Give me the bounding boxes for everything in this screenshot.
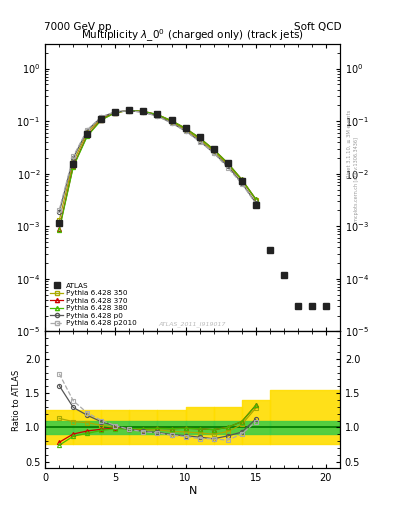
Y-axis label: Ratio to ATLAS: Ratio to ATLAS [12,369,21,431]
ATLAS [113,109,118,115]
Title: Multiplicity $\lambda\_0^0$ (charged only) (track jets): Multiplicity $\lambda\_0^0$ (charged onl… [81,27,304,44]
ATLAS [197,134,202,140]
Text: Rivet 3.1.10, ≥ 3M events: Rivet 3.1.10, ≥ 3M events [347,109,352,178]
X-axis label: N: N [188,486,197,496]
ATLAS [141,108,146,114]
ATLAS [71,161,75,167]
Text: 7000 GeV pp: 7000 GeV pp [44,22,111,32]
ATLAS [239,178,244,184]
ATLAS [253,202,258,208]
ATLAS [225,160,230,166]
ATLAS [211,145,216,152]
Text: ATLAS_2011_I919017: ATLAS_2011_I919017 [159,322,226,327]
ATLAS [169,117,174,123]
ATLAS [57,220,62,226]
Line: ATLAS: ATLAS [57,107,259,226]
ATLAS [183,125,188,131]
Text: Soft QCD: Soft QCD [294,22,342,32]
Legend: ATLAS, Pythia 6.428 350, Pythia 6.428 370, Pythia 6.428 380, Pythia 6.428 p0, Py: ATLAS, Pythia 6.428 350, Pythia 6.428 37… [49,281,138,328]
Text: mcplots.cern.ch [arXiv:1306.3436]: mcplots.cern.ch [arXiv:1306.3436] [354,137,359,222]
ATLAS [99,116,104,122]
ATLAS [155,111,160,117]
ATLAS [85,131,90,137]
ATLAS [127,107,132,113]
